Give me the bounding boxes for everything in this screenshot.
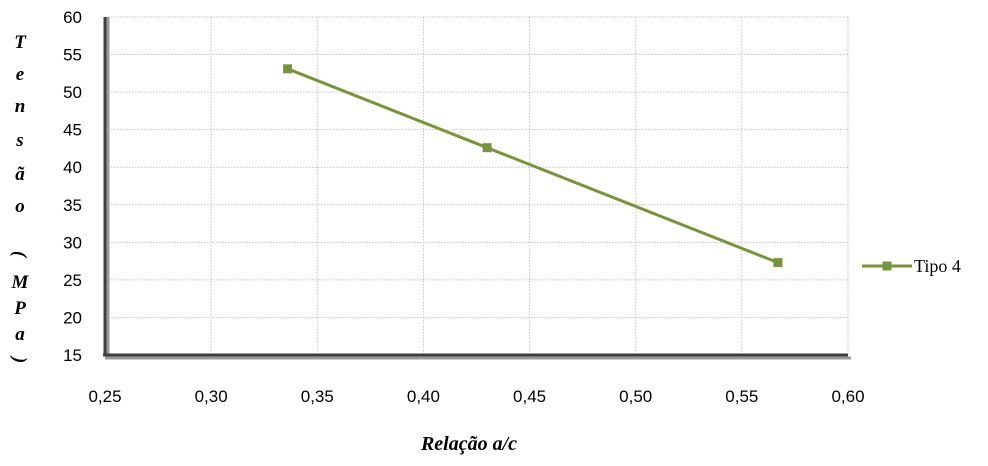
legend: Tipo 4 xyxy=(862,256,961,276)
y-axis-label-char: o xyxy=(15,196,25,217)
x-tick-label: 0,50 xyxy=(619,387,652,406)
y-axis-label-char: ) xyxy=(9,355,30,363)
x-tick-label: 0,25 xyxy=(88,387,121,406)
legend-label: Tipo 4 xyxy=(914,256,961,276)
axes xyxy=(103,17,851,360)
x-tick-label: 0,35 xyxy=(301,387,334,406)
x-tick-label: 0,45 xyxy=(513,387,546,406)
y-tick-label: 35 xyxy=(63,196,82,215)
y-tick-label: 40 xyxy=(63,158,82,177)
y-tick-label: 60 xyxy=(63,8,82,27)
y-axis-label-char: T xyxy=(14,32,27,53)
y-tick-label: 15 xyxy=(63,346,82,365)
data-point xyxy=(773,258,783,268)
y-tick-label: 45 xyxy=(63,121,82,140)
y-axis-label-char: a xyxy=(15,324,25,345)
y-tick-label: 55 xyxy=(63,46,82,65)
x-tick-label: 0,40 xyxy=(407,387,440,406)
y-axis-label-char: M xyxy=(11,272,30,293)
y-axis-label-char: ( xyxy=(9,251,30,259)
x-tick-label: 0,30 xyxy=(195,387,228,406)
y-axis-label-char: s xyxy=(15,130,23,151)
series-line xyxy=(287,67,779,265)
series xyxy=(283,64,783,268)
x-tick-label: 0,60 xyxy=(831,387,864,406)
y-axis-label-char: n xyxy=(15,96,26,117)
legend-swatch-marker xyxy=(882,261,892,271)
data-point xyxy=(283,64,293,74)
y-tick-label: 30 xyxy=(63,233,82,252)
x-tick-label: 0,55 xyxy=(725,387,758,406)
grid xyxy=(104,16,849,356)
y-axis-label-char: P xyxy=(13,298,26,319)
x-axis-label: Relação a/c xyxy=(420,433,517,455)
y-tick-label: 20 xyxy=(63,308,82,327)
data-point xyxy=(482,143,492,153)
y-tick-label: 25 xyxy=(63,271,82,290)
tick-labels: 15 20 25 30 35 40 45 50 55 60 0,25 0,30 0,35 0,40 0,45… xyxy=(63,8,864,406)
y-tick-label: 50 xyxy=(63,83,82,102)
y-axis-label-char: e xyxy=(16,64,25,85)
y-axis-label-char: ã xyxy=(15,164,25,185)
